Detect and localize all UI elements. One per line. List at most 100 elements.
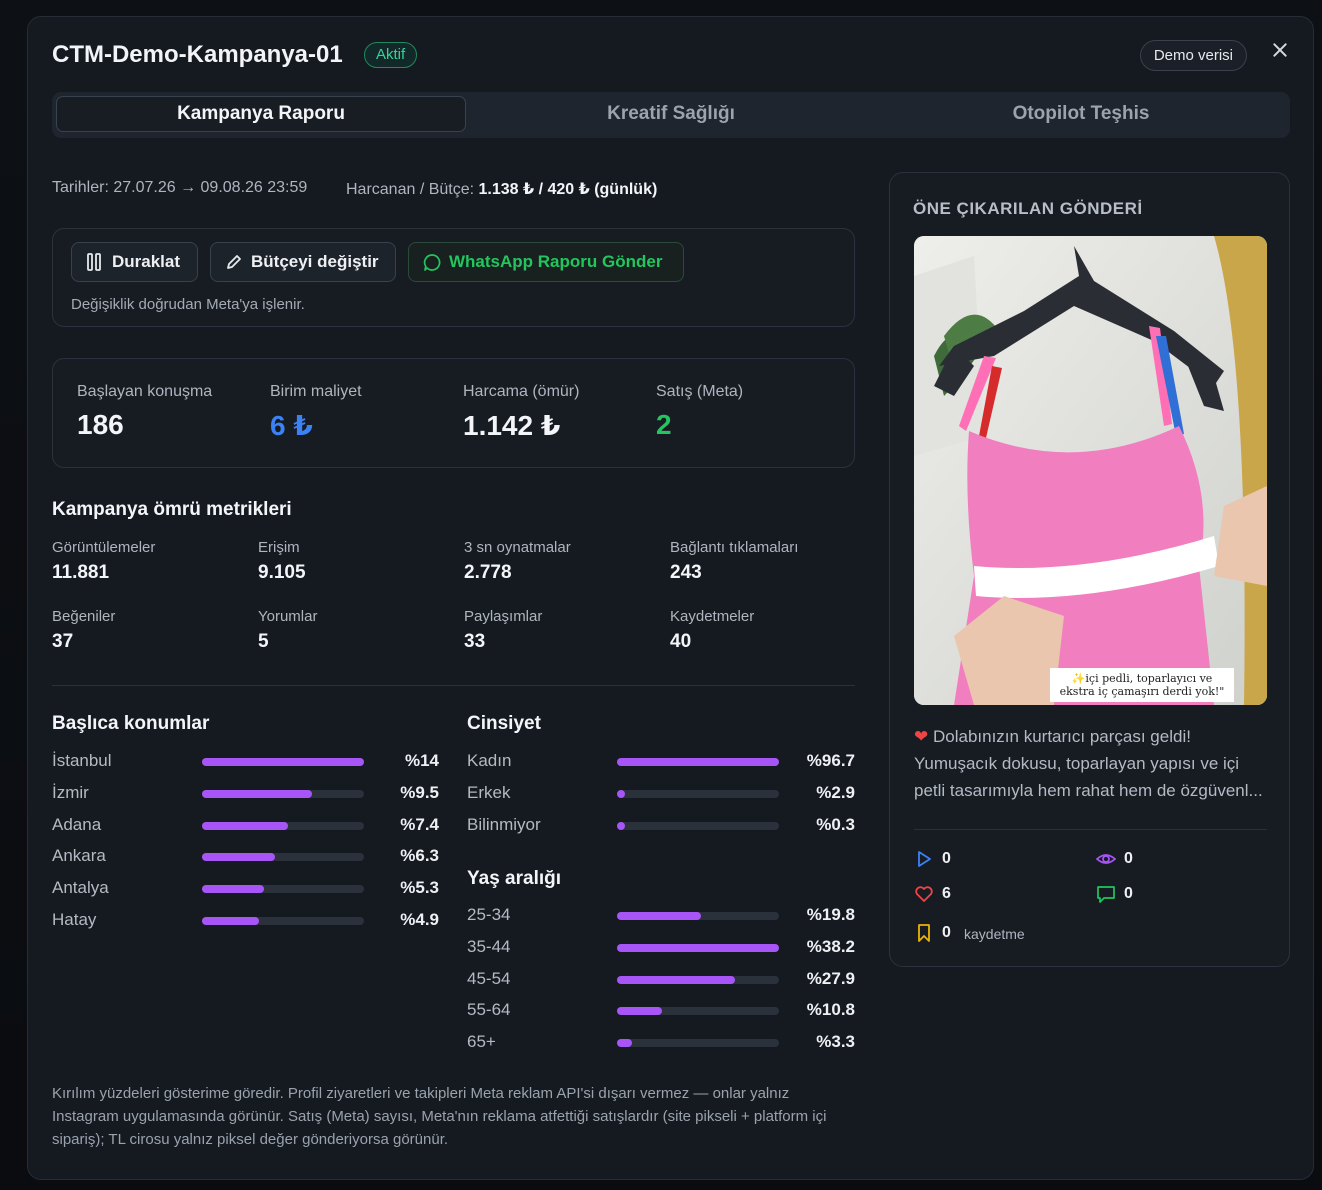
- metric-3s-plays: 3 sn oynatmalar 2.778: [464, 539, 571, 584]
- location-percent: %5.3: [400, 878, 439, 898]
- gender-percent: %0.3: [816, 814, 855, 834]
- tab-creative-health[interactable]: Kreatif Sağlığı: [607, 103, 735, 124]
- age-percent: %38.2: [806, 936, 855, 956]
- age-row: 25-34 %19.8: [467, 905, 855, 925]
- gender-bar-track: [617, 758, 779, 766]
- kpi-value: 2: [656, 409, 672, 440]
- bookmark-icon: [918, 924, 930, 942]
- age-row: 55-64 %10.8: [467, 1000, 855, 1020]
- metric-label: Bağlantı tıklamaları: [670, 539, 799, 556]
- age-bar-fill: [617, 1007, 662, 1016]
- gender-bar-track: [617, 789, 779, 798]
- age-row: 45-54 %27.9: [467, 969, 855, 989]
- metric-value: 37: [52, 631, 74, 652]
- age-label: 45-54: [467, 968, 511, 988]
- demo-data-button[interactable]: Demo verisi: [1139, 40, 1247, 71]
- stat-comments-value: 0: [1124, 885, 1133, 902]
- age-bar-track: [617, 1007, 779, 1016]
- location-percent: %6.3: [400, 846, 439, 866]
- age-bar-track: [617, 912, 779, 920]
- tab-autopilot-diagnosis[interactable]: Otopilot Teşhis: [1012, 103, 1150, 124]
- kpi-label: Harcama (ömür): [463, 383, 580, 400]
- pause-label: Duraklat: [112, 252, 181, 271]
- location-row: İzmir %9.5: [52, 783, 439, 803]
- gender-bar-track: [617, 821, 779, 830]
- close-icon[interactable]: [1269, 39, 1291, 61]
- location-row: Hatay %4.9: [52, 910, 439, 930]
- kpi-conversations: Başlayan konuşma 186: [77, 383, 212, 441]
- kpi-card: Başlayan konuşma 186 Birim maliyet 6 ₺ H…: [52, 358, 855, 468]
- spend-budget: Harcanan / Bütçe: 1.138 ₺ / 420 ₺ (günlü…: [346, 179, 657, 199]
- metric-likes: Beğeniler 37: [52, 608, 115, 653]
- metric-value: 11.881: [52, 562, 110, 583]
- location-bar-fill: [202, 917, 259, 925]
- kpi-label: Başlayan konuşma: [77, 383, 213, 400]
- location-label: Antalya: [52, 878, 109, 898]
- gender-row: Bilinmiyor %0.3: [467, 815, 855, 835]
- gender-label: Kadın: [467, 751, 512, 770]
- age-row: 35-44 %38.2: [467, 937, 855, 957]
- metric-value: 2.778: [464, 562, 512, 583]
- section-divider: [52, 685, 855, 686]
- metric-shares: Paylaşımlar 33: [464, 608, 542, 653]
- lifetime-metrics-title: Kampanya ömrü metrikleri: [52, 499, 292, 520]
- metric-saves: Kaydetmeler 40: [670, 608, 754, 653]
- campaign-modal: CTM-Demo-Kampanya-01 Aktif Demo verisi K…: [27, 16, 1314, 1180]
- metric-label: Yorumlar: [258, 608, 318, 625]
- age-percent: %27.9: [806, 968, 855, 988]
- eye-icon: [1096, 854, 1116, 864]
- gender-row: Erkek %2.9: [467, 783, 855, 803]
- age-percent: %10.8: [806, 1000, 855, 1020]
- stat-plays-value: 0: [942, 850, 951, 867]
- metric-label: 3 sn oynatmalar: [464, 539, 571, 556]
- age-bar-fill: [617, 975, 735, 984]
- kpi-label: Birim maliyet: [270, 383, 362, 400]
- metric-label: Kaydetmeler: [670, 608, 755, 625]
- location-bar-track: [202, 885, 364, 894]
- post-divider: [914, 829, 1267, 830]
- age-bar-track: [617, 975, 779, 984]
- age-bar-track: [617, 943, 779, 952]
- location-label: İzmir: [52, 782, 89, 802]
- date-range: Tarihler: 27.07.26 → 09.08.26 23:59: [52, 179, 308, 196]
- age-bar-track: [617, 1039, 779, 1048]
- gender-percent: %96.7: [806, 751, 855, 770]
- locations-title: Başlıca konumlar: [52, 713, 210, 734]
- location-row: Adana %7.4: [52, 815, 439, 835]
- post-caption-text: Dolabınızın kurtarıcı parçası geldi! Yum…: [914, 727, 1263, 800]
- spend-label: Harcanan / Bütçe:: [346, 181, 475, 198]
- featured-post-heading: ÖNE ÇIKARILAN GÖNDERİ: [913, 199, 1143, 218]
- spend-value: 1.138 ₺ / 420 ₺ (günlük): [478, 181, 658, 198]
- age-label: 35-44: [467, 936, 511, 956]
- stat-likes-value: 6: [942, 885, 951, 902]
- location-label: Adana: [52, 814, 102, 834]
- stat-saves-value: 0: [942, 924, 951, 941]
- location-label: İstanbul: [52, 751, 112, 770]
- kpi-label: Satış (Meta): [656, 383, 744, 400]
- featured-post-card: ÖNE ÇIKARILAN GÖNDERİ: [889, 172, 1290, 967]
- tab-campaign-report[interactable]: Kampanya Raporu: [56, 96, 466, 132]
- status-badge: Aktif: [364, 42, 418, 68]
- location-bar-track: [202, 758, 364, 766]
- kpi-value: 6 ₺: [270, 410, 313, 441]
- pencil-icon: [227, 255, 241, 269]
- metric-value: 243: [670, 562, 702, 583]
- pause-button[interactable]: Duraklat: [71, 242, 198, 282]
- gender-label: Erkek: [467, 782, 511, 802]
- location-row: İstanbul %14: [52, 751, 439, 771]
- location-percent: %7.4: [400, 814, 439, 834]
- metric-value: 5: [258, 631, 269, 652]
- age-title: Yaş aralığı: [467, 868, 562, 889]
- location-bar-fill: [202, 789, 312, 798]
- kpi-sales: Satış (Meta) 2: [656, 383, 743, 441]
- location-percent: %14: [404, 751, 439, 770]
- location-bar-fill: [202, 821, 288, 830]
- age-label: 55-64: [467, 1000, 511, 1020]
- location-percent: %9.5: [400, 782, 439, 802]
- metric-label: Erişim: [258, 539, 300, 556]
- location-bar-fill: [202, 885, 264, 894]
- post-image[interactable]: ✨içi pedli, toparlayıcı ve ekstra iç çam…: [914, 236, 1267, 705]
- whatsapp-report-button[interactable]: WhatsApp Raporu Gönder: [408, 242, 684, 282]
- change-budget-button[interactable]: Bütçeyi değiştir: [210, 242, 396, 282]
- heart-icon: [915, 886, 933, 902]
